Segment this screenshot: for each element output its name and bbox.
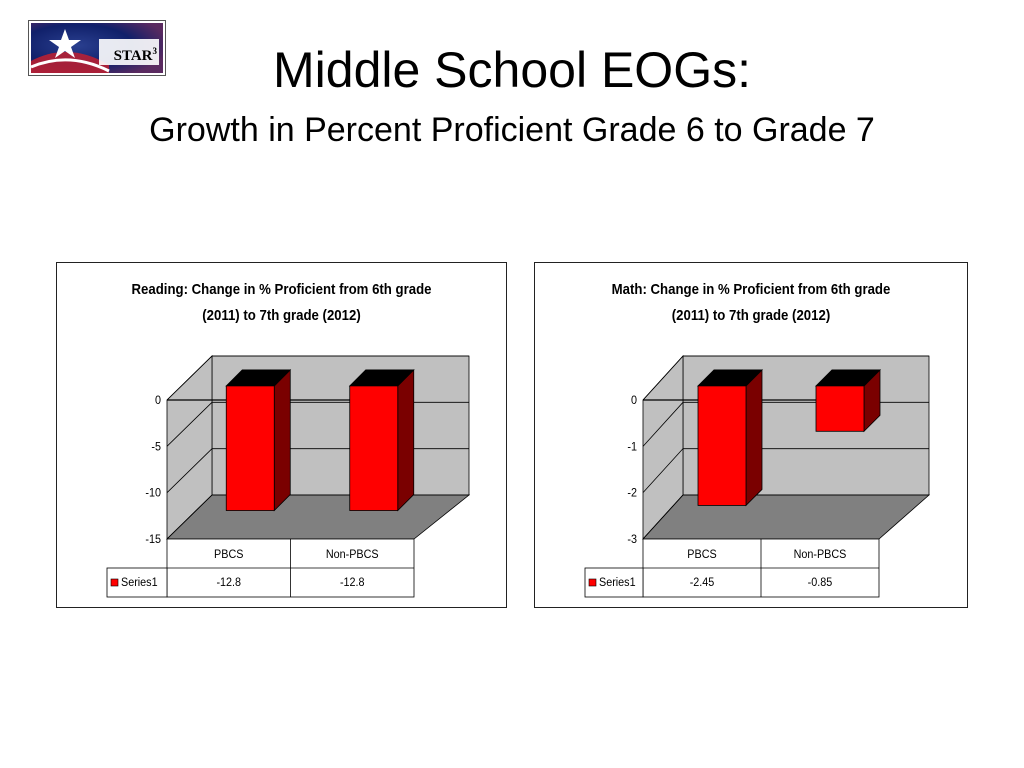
y-tick-label: -2 (627, 487, 637, 500)
bar (225, 385, 275, 511)
data-label: -2.45 (690, 577, 715, 590)
reading-chart: Reading: Change in % Proficient from 6th… (56, 262, 507, 608)
logo-graphic (30, 23, 163, 73)
math-chart: Math: Change in % Proficient from 6th gr… (534, 262, 968, 608)
y-tick-label: -5 (151, 441, 161, 454)
gridline (642, 448, 929, 493)
y-tick-label: -10 (145, 487, 161, 500)
slide-title: Middle School EOGs: (273, 42, 751, 98)
bar (815, 385, 865, 432)
math-chart-plot: 0 -1 -2 -3 PBCS -2.45 Non-PBCS -0.85 Series1 (584, 354, 931, 598)
legend-swatch (110, 578, 119, 587)
bar-side (273, 368, 291, 512)
gridline (166, 355, 469, 401)
y-tick-label: -1 (627, 441, 637, 454)
legend-swatch (588, 578, 597, 587)
category-label: Non-PBCS (794, 549, 847, 562)
category-label: PBCS (687, 549, 717, 562)
data-label: -12.8 (216, 577, 241, 590)
legend-label: Series1 (121, 577, 158, 590)
reading-chart-plot: 0 -5 -10 -15 PBCS -12.8 Non-PBCS -12.8 Series1 (106, 355, 471, 598)
category-label: PBCS (214, 549, 244, 562)
bar (349, 385, 399, 511)
chart-title: Reading: Change in % Proficient from 6th… (131, 281, 432, 324)
bar-side (745, 368, 763, 507)
chart-title: Math: Change in % Proficient from 6th gr… (611, 281, 891, 324)
chart-floor (642, 494, 931, 540)
star3-logo: STAR3 (28, 20, 166, 76)
y-tick-label: 0 (631, 395, 637, 408)
y-tick-label: -3 (627, 534, 637, 547)
y-tick-label: -15 (145, 534, 161, 547)
data-label: -12.8 (340, 577, 365, 590)
gridline (642, 494, 929, 540)
category-label: Non-PBCS (326, 549, 379, 562)
chart-floor (166, 494, 471, 540)
bar-side (397, 368, 415, 512)
y-tick-label: 0 (155, 395, 161, 408)
legend-label: Series1 (599, 577, 636, 590)
bar (697, 385, 747, 506)
data-label: -0.85 (808, 577, 833, 590)
slide-subtitle: Growth in Percent Proficient Grade 6 to … (149, 111, 875, 149)
logo-text: STAR3 (113, 46, 157, 64)
gridline (642, 355, 929, 401)
